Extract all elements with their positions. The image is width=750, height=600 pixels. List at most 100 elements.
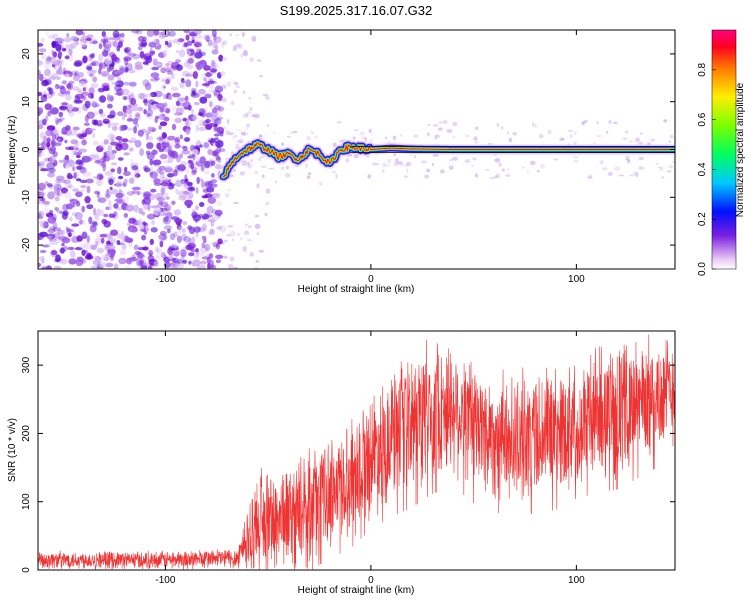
noise-cell [163,216,169,223]
noise-cell [195,80,199,88]
noise-cell [147,126,152,134]
noise-cell [184,190,188,197]
noise-cell [161,132,167,139]
noise-cell [147,41,157,48]
noise-cell [47,228,56,233]
noise-cell [496,122,500,128]
noise-cell [84,250,88,254]
noise-cell [149,158,154,166]
noise-cell [124,111,128,118]
noise-cell [140,265,148,269]
noise-cell [98,158,105,166]
noise-cell [393,153,397,157]
noise-cell [38,212,42,217]
noise-cell [38,107,44,115]
noise-cell [216,116,223,120]
noise-cell [144,167,151,173]
noise-cell [106,66,112,73]
noise-cell [71,223,80,227]
noise-cell [210,183,218,188]
noise-cell [193,114,197,118]
noise-cell [195,248,199,253]
noise-cell [176,235,182,243]
noise-cell [50,139,56,147]
noise-cell [81,205,85,213]
noise-cell [189,173,195,177]
noise-cell [148,50,154,57]
noise-cell [251,114,257,118]
noise-cell [123,56,132,62]
noise-cell [106,93,110,100]
noise-cell [38,43,44,47]
noise-cell [248,96,252,100]
noise-cell [153,178,161,185]
noise-cell [221,96,227,103]
noise-cell [200,51,206,57]
noise-cell [108,178,114,186]
noise-cell [126,94,131,101]
noise-cell [153,30,159,36]
noise-cell [148,259,156,263]
noise-cell [191,116,199,120]
noise-cell [42,221,49,229]
noise-cell [195,232,199,238]
noise-cell [198,213,204,219]
noise-cell [413,155,417,158]
snr-panel: -100 0 100 0 100 200 300 Height of straight li… [7,330,676,596]
noise-cell [90,244,97,250]
noise-cell [150,166,154,174]
noise-cell [240,236,243,241]
noise-cell [210,179,218,184]
noise-cell [191,36,195,43]
noise-cell [39,191,46,198]
noise-cell [62,203,69,211]
noise-cell [71,163,77,168]
noise-cell [60,247,65,254]
noise-cell [146,109,153,117]
noise-cell [239,171,246,176]
noise-cell [41,200,50,205]
noise-cell [208,80,218,84]
noise-cell [76,200,81,207]
noise-cell [108,213,113,219]
noise-cell [74,140,80,147]
noise-cell [160,251,166,259]
noise-cell [257,157,262,162]
noise-cell [47,216,57,224]
noise-cell [39,219,45,227]
noise-cell [107,176,116,183]
noise-cell [204,182,212,189]
noise-cell [38,182,46,191]
spectrogram-y-label: Frequency (Hz) [7,116,18,185]
noise-cell [56,136,64,142]
noise-cell [133,126,138,134]
noise-cell [126,50,132,56]
noise-cell [126,118,134,122]
noise-cell [567,130,574,132]
noise-cell [164,40,169,46]
noise-cell [581,122,584,125]
noise-cell [123,178,128,184]
noise-cell [134,251,142,255]
noise-cell [98,174,104,180]
noise-cell [168,141,177,146]
noise-cell [235,85,240,89]
noise-cell [90,82,99,89]
noise-cell [203,160,211,169]
noise-cell [607,171,613,176]
noise-cell [229,256,235,262]
noise-cell [208,259,214,267]
noise-cell [221,57,228,61]
noise-cell [247,239,252,242]
noise-cell [159,240,164,248]
noise-cell [74,71,78,77]
noise-cell [198,126,207,131]
noise-cell [204,180,212,187]
x-tick-label: 100 [568,274,585,285]
noise-cell [93,207,97,216]
noise-cell [235,140,241,143]
spectrogram-x-label: Height of straight line (km) [298,284,415,295]
noise-cell [210,60,216,66]
noise-cell [107,74,115,81]
noise-cell [235,143,240,147]
